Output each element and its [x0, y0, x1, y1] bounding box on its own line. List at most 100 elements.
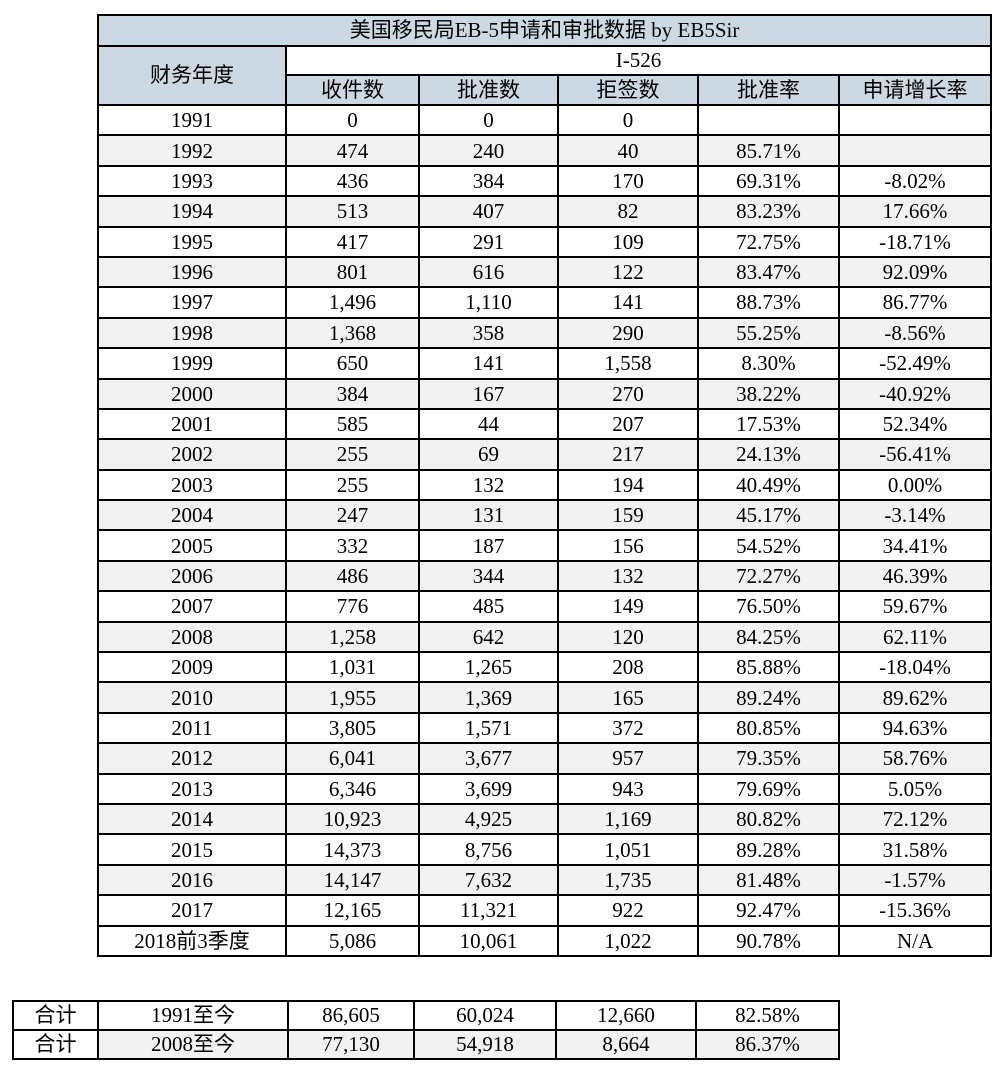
table-header: 美国移民局EB-5申请和审批数据 by EB5Sir 财务年度 I-526 收件… — [96, 14, 993, 106]
data-cell: 90.78% — [697, 924, 840, 957]
data-cell: 1,496 — [285, 286, 420, 319]
data-cell: 290 — [557, 316, 699, 350]
column-header-growth-rate: 申请增长率 — [837, 74, 993, 106]
table-row: 2017 12,165 11,321 922 92.47% -15.36% — [97, 894, 993, 927]
table-row: 2003 255 132 194 40.49% 0.00% — [97, 468, 993, 502]
data-cell — [837, 134, 993, 167]
data-cell: 208 — [557, 651, 699, 684]
data-cell: 344 — [418, 559, 559, 593]
title-row: 美国移民局EB-5申请和审批数据 by EB5Sir — [96, 14, 993, 47]
summary-range: 1991至今 — [97, 1000, 289, 1031]
summary-denials: 12,660 — [555, 1000, 697, 1031]
data-cell: 10,061 — [418, 924, 559, 957]
year-cell: 2001 — [97, 407, 287, 441]
year-cell: 1998 — [97, 316, 287, 350]
summary-total-label: 合计 — [12, 1029, 99, 1060]
data-cell: 486 — [285, 559, 420, 593]
data-cell: 1,955 — [285, 681, 420, 714]
year-cell: 2008 — [97, 620, 287, 654]
year-cell: 1997 — [97, 286, 287, 319]
data-cell: 109 — [557, 225, 699, 258]
data-cell: 1,169 — [557, 802, 699, 836]
data-cell: 40 — [557, 134, 699, 167]
data-cell: 31.58% — [837, 833, 993, 866]
year-cell: 2018前3季度 — [97, 924, 287, 957]
data-cell: -52.49% — [837, 347, 993, 380]
group-header-row: 财务年度 I-526 — [97, 45, 993, 106]
data-cell: 55.25% — [697, 316, 840, 350]
data-cell: -40.92% — [837, 377, 993, 410]
table-row: 1992 474 240 40 85.71% — [97, 134, 993, 167]
data-cell: 247 — [285, 499, 420, 532]
data-cell: 474 — [285, 134, 420, 167]
data-cell: -56.41% — [837, 438, 993, 471]
year-cell: 2014 — [97, 802, 287, 836]
data-cell: N/A — [837, 924, 993, 957]
year-cell: 2015 — [97, 833, 287, 866]
column-header-receipts: 收件数 — [285, 74, 420, 106]
table-row: 1995 417 291 109 72.75% -18.71% — [97, 225, 993, 258]
year-cell: 1991 — [97, 103, 287, 137]
summary-range: 2008至今 — [97, 1029, 289, 1060]
data-cell: -8.02% — [837, 164, 993, 198]
data-cell: 650 — [285, 347, 420, 380]
data-cell: 3,805 — [285, 711, 420, 745]
data-cell: -1.57% — [837, 863, 993, 897]
table-row: 1994 513 407 82 83.23% 17.66% — [97, 195, 993, 228]
table-row: 2014 10,923 4,925 1,169 80.82% 72.12% — [97, 802, 993, 836]
data-cell: 8,756 — [418, 833, 559, 866]
year-cell: 2007 — [97, 590, 287, 623]
data-cell: 513 — [285, 195, 420, 228]
data-cell: 642 — [418, 620, 559, 654]
year-cell: 1996 — [97, 255, 287, 289]
data-cell: 12,165 — [285, 894, 420, 927]
table-row: 1998 1,368 358 290 55.25% -8.56% — [97, 316, 993, 350]
data-cell: 14,373 — [285, 833, 420, 866]
table-row: 2008 1,258 642 120 84.25% 62.11% — [97, 620, 993, 654]
summary-approvals: 54,918 — [413, 1029, 557, 1060]
table-row: 2006 486 344 132 72.27% 46.39% — [97, 559, 993, 593]
table-row: 2018前3季度 5,086 10,061 1,022 90.78% N/A — [97, 924, 993, 957]
data-cell: 1,368 — [285, 316, 420, 350]
year-cell: 2012 — [97, 742, 287, 775]
table-title: 美国移民局EB-5申请和审批数据 by EB5Sir — [96, 14, 993, 47]
data-cell: 332 — [285, 529, 420, 562]
summary-total-label: 合计 — [12, 1000, 99, 1031]
data-cell: 69.31% — [697, 164, 840, 198]
column-header-denials: 拒签数 — [557, 74, 699, 106]
data-cell — [837, 103, 993, 137]
data-cell: 187 — [418, 529, 559, 562]
table-body: 1991 0 0 0 1992 474 240 40 85.71% 1993 436 384 170 69… — [97, 103, 993, 957]
data-cell: 3,677 — [418, 742, 559, 775]
data-cell: 417 — [285, 225, 420, 258]
data-cell: 372 — [557, 711, 699, 745]
data-cell: 86.77% — [837, 286, 993, 319]
year-cell: 2004 — [97, 499, 287, 532]
data-cell: 80.82% — [697, 802, 840, 836]
data-cell: 14,147 — [285, 863, 420, 897]
data-cell: 85.71% — [697, 134, 840, 167]
summary-receipts: 86,605 — [287, 1000, 415, 1031]
column-header-row: 收件数 批准数 拒签数 批准率 申请增长率 — [98, 74, 993, 106]
data-cell: 122 — [557, 255, 699, 289]
table-row: 2000 384 167 270 38.22% -40.92% — [97, 377, 993, 410]
data-cell: 17.53% — [697, 407, 840, 441]
data-cell: 240 — [418, 134, 559, 167]
data-cell: 52.34% — [837, 407, 993, 441]
data-cell: 17.66% — [837, 195, 993, 228]
data-cell: 3,699 — [418, 772, 559, 805]
table-row: 2015 14,373 8,756 1,051 89.28% 31.58% — [97, 833, 993, 866]
data-cell: 132 — [557, 559, 699, 593]
data-cell: -8.56% — [837, 316, 993, 350]
summary-row-2008: 合计 2008至今 77,130 54,918 8,664 86.37% — [12, 1029, 840, 1060]
data-cell: -18.71% — [837, 225, 993, 258]
data-cell: 92.47% — [697, 894, 840, 927]
data-cell: 45.17% — [697, 499, 840, 532]
year-cell: 1999 — [97, 347, 287, 380]
data-cell: 922 — [557, 894, 699, 927]
data-cell: 81.48% — [697, 863, 840, 897]
data-cell: 44 — [418, 407, 559, 441]
year-cell: 2016 — [97, 863, 287, 897]
table-row: 2016 14,147 7,632 1,735 81.48% -1.57% — [97, 863, 993, 897]
